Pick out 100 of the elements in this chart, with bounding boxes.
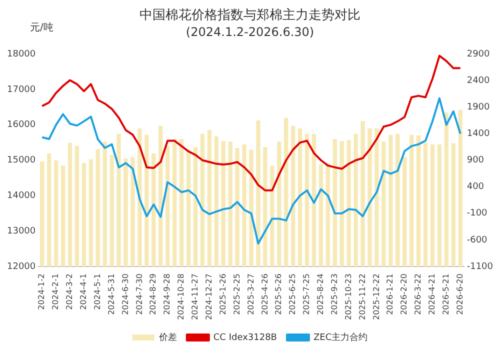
bar: [277, 142, 282, 267]
y-tick-label: 12000: [6, 262, 36, 272]
legend-label: CC Idex3128B: [213, 332, 277, 343]
x-tick-label: 2026-5-21: [442, 274, 450, 315]
bar: [346, 140, 351, 267]
legend-label: ZEC主力合约: [313, 332, 368, 343]
x-tick-label: 2025-7-25: [302, 274, 312, 315]
bar: [284, 118, 288, 267]
bar: [96, 149, 100, 267]
bar: [88, 159, 94, 267]
bar: [130, 157, 135, 267]
x-tick-label: 2026-6-20: [455, 274, 464, 315]
bar: [144, 134, 149, 267]
y2-tick-label: 1400: [466, 129, 490, 140]
bar: [409, 134, 414, 267]
bar: [249, 150, 254, 267]
bar: [458, 110, 462, 267]
bar: [396, 134, 400, 267]
bar: [193, 146, 198, 267]
x-tick-label: 2024-11-27: [190, 274, 200, 320]
bar: [304, 134, 310, 267]
bar: [270, 166, 274, 267]
bar: [326, 162, 330, 267]
y2-tick-label: 1900: [466, 102, 490, 112]
bar: [235, 148, 240, 267]
bar: [179, 139, 184, 267]
bar: [444, 112, 449, 267]
x-tick-label: 2026-3-22: [414, 274, 423, 315]
bar: [340, 141, 344, 267]
y2-tick-label: -600: [466, 235, 488, 246]
bar: [263, 146, 268, 267]
bar: [221, 141, 226, 267]
bar: [430, 144, 435, 267]
bar: [423, 142, 428, 267]
bar: [186, 150, 191, 267]
bar: [124, 158, 128, 267]
bar: [360, 120, 365, 267]
y-tick-label: 15000: [6, 156, 36, 166]
y-tick-label: 16000: [6, 120, 36, 130]
x-tick-label: 2024-5-31: [106, 274, 116, 315]
bar: [200, 134, 205, 267]
bar: [242, 144, 246, 267]
x-tick-label: 2024-10-28: [176, 274, 186, 320]
bar: [256, 120, 260, 267]
x-tick-label: 2025-8-24: [316, 274, 326, 315]
y-tick-label: 13000: [6, 226, 36, 236]
bar: [290, 126, 296, 267]
bar: [368, 128, 372, 267]
bar: [166, 146, 170, 267]
chart-subtitle: (2024.1.2-2026.6.30): [186, 24, 314, 39]
bar: [102, 142, 107, 267]
x-tick-label: 2025-1-26: [218, 274, 228, 315]
bar: [152, 153, 156, 267]
x-tick-label: 2026-4-21: [428, 274, 437, 315]
bar: [40, 161, 44, 267]
y2-tick-label: 2400: [466, 76, 490, 86]
x-tick-label: 2024-8-29: [148, 274, 158, 315]
x-tick-label: 2026-2-20: [400, 274, 409, 315]
bar: [68, 142, 72, 267]
x-tick-label: 2024-7-30: [134, 274, 144, 315]
chart-title: 中国棉花价格指数与郑棉主力走势对比: [140, 7, 360, 24]
bar: [207, 130, 212, 267]
x-tick-label: 2024-5-1: [92, 274, 102, 310]
bar: [388, 134, 393, 267]
y2-tick-label: -1100: [466, 262, 494, 272]
bar: [82, 162, 86, 267]
bar: [437, 144, 442, 267]
bar: [74, 146, 80, 267]
x-tick-label: 2025-6-25: [288, 274, 298, 315]
bar: [312, 134, 316, 267]
bar: [354, 134, 358, 267]
bar: [110, 154, 114, 267]
x-tick-label: 2025-10-23: [344, 274, 353, 320]
bar: [402, 157, 407, 267]
bar: [298, 128, 302, 267]
bar: [46, 153, 52, 267]
x-tick-label: 2024-6-30: [120, 274, 130, 315]
y-tick-label: 18000: [6, 49, 36, 60]
bar: [214, 136, 218, 267]
x-tick-label: 2026-1-21: [386, 274, 395, 315]
x-tick-label: 2024-4-1: [79, 274, 88, 310]
x-tick-label: 2024-3-2: [65, 274, 74, 310]
x-tick-label: 2025-4-26: [260, 274, 270, 315]
x-tick-label: 2025-5-26: [274, 274, 284, 315]
x-tick-label: 2025-3-27: [246, 274, 256, 315]
bar: [172, 139, 177, 267]
bar: [54, 160, 58, 267]
y-tick-label: 14000: [6, 191, 36, 202]
y2-tick-label: 900: [466, 156, 484, 166]
bar: [116, 134, 121, 267]
bar: [60, 166, 66, 267]
legend-label: 价差: [158, 332, 177, 343]
y2-tick-label: 2900: [466, 49, 490, 60]
x-tick-label: 2025-9-23: [330, 274, 339, 315]
bar: [332, 139, 337, 267]
bar: [382, 142, 386, 267]
bar: [318, 164, 324, 267]
x-tick-label: 2025-12-22: [372, 274, 381, 320]
bar: [416, 135, 421, 267]
y2-tick-label: 400: [466, 182, 484, 192]
